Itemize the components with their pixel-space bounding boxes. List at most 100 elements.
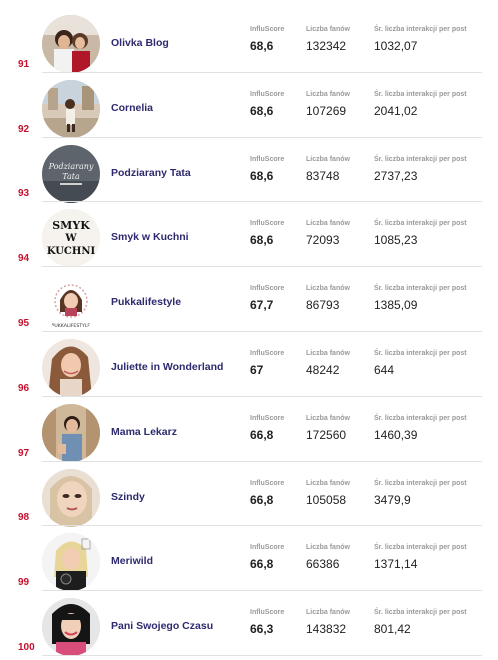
influencer-name-link[interactable]: Cornelia: [111, 101, 154, 114]
fans-value: 107269: [306, 103, 347, 118]
row-divider: [42, 525, 482, 527]
juliette-avatar[interactable]: [42, 339, 100, 397]
ranking-row: 99 Meriwild InfluScore Liczba fanów Śr. licz…: [0, 526, 498, 592]
fans-label: Liczba fanów: [306, 285, 350, 293]
fans-value: 172560: [306, 427, 347, 442]
influencer-name-link[interactable]: Mama Lekarz: [111, 425, 177, 438]
fans-label: Liczba fanów: [306, 609, 350, 617]
interactions-label: Śr. liczba interakcji per post: [374, 479, 467, 487]
fans-label: Liczba fanów: [306, 414, 350, 422]
fans-value: 48242: [306, 363, 340, 377]
influscore-value: 67,7: [250, 298, 274, 313]
row-divider: [42, 654, 482, 656]
pani-swojego-czasu-avatar[interactable]: [42, 598, 100, 657]
ranking-row: 94 SMYK W KUCHNI Smyk w Kuchni InfluScore Licz…: [0, 202, 498, 268]
fans-value: 86793: [306, 298, 340, 313]
avatar-logo-line-3: KUCHNI: [47, 246, 96, 257]
ranking-row: 97 Mama Lekarz InfluScore Liczba fanów Śr. l…: [0, 397, 498, 462]
interactions-label: Śr. liczba interakcji per post: [374, 609, 467, 617]
row-divider: [42, 266, 482, 268]
ranking-row: 98 Szindy InfluScore Liczba fanów Śr. liczba…: [0, 462, 498, 527]
influscore-value: 66,3: [250, 622, 274, 637]
ranking-row: 95 PUKKALIFESTYLE Pukkalifestyle InfluScore…: [0, 267, 498, 333]
avatar-script-line-1: Podziarany: [48, 162, 94, 171]
interactions-label: Śr. liczba interakcji per post: [374, 285, 467, 293]
interactions-label: Śr. liczba interakcji per post: [374, 26, 467, 33]
influscore-label: InfluScore: [250, 414, 285, 422]
influencer-name-link[interactable]: Olivka Blog: [111, 37, 169, 49]
fans-label: Liczba fanów: [306, 26, 350, 33]
interactions-value: 2737,23: [374, 168, 418, 183]
row-divider: [42, 136, 482, 138]
interactions-label: Śr. liczba interakcji per post: [374, 544, 467, 552]
interactions-value: 1032,07: [374, 39, 418, 53]
influscore-value: 68,6: [250, 233, 274, 248]
rank-number: 97: [18, 447, 30, 459]
influscore-label: InfluScore: [250, 544, 285, 552]
ranking-row: 100 Pani Swojego Czasu InfluScore Liczba fa…: [0, 591, 498, 657]
influscore-value: 66,8: [250, 492, 274, 507]
influencer-name-link[interactable]: Szindy: [111, 490, 145, 503]
smyk-w-kuchni-avatar[interactable]: SMYK W KUCHNI: [42, 209, 100, 268]
interactions-value: 1085,23: [374, 233, 418, 248]
interactions-label: Śr. liczba interakcji per post: [374, 350, 467, 357]
fans-value: 143832: [306, 622, 347, 637]
cornelia-avatar[interactable]: [42, 79, 100, 138]
influscore-label: InfluScore: [250, 26, 285, 33]
pukkalifestyle-avatar[interactable]: PUKKALIFESTYLE: [42, 274, 100, 333]
interactions-value: 3479,9: [374, 492, 411, 507]
szindy-avatar[interactable]: [42, 468, 100, 527]
avatar-logo-text: PUKKALIFESTYLE: [52, 323, 91, 329]
interactions-label: Śr. liczba interakcji per post: [374, 414, 467, 422]
influscore-value: 68,6: [250, 103, 274, 118]
influscore-value: 67: [250, 363, 264, 377]
interactions-value: 1460,39: [374, 427, 418, 442]
meriwild-avatar[interactable]: [42, 533, 100, 592]
ranking-row: 96 Juliette in Wonderland InfluScore Liczba…: [0, 332, 498, 397]
fans-value: 132342: [306, 39, 347, 53]
fans-value: 66386: [306, 557, 340, 572]
interactions-value: 801,42: [374, 622, 411, 637]
influencer-name-link[interactable]: Pukkalifestyle: [111, 296, 182, 309]
influscore-value: 68,6: [250, 168, 274, 183]
influencer-name-link[interactable]: Meriwild: [111, 555, 154, 568]
rank-number: 94: [18, 253, 30, 265]
rank-number: 96: [18, 382, 30, 394]
interactions-label: Śr. liczba interakcji per post: [374, 155, 467, 163]
rank-number: 92: [18, 123, 30, 135]
influscore-label: InfluScore: [250, 609, 285, 617]
interactions-label: Śr. liczba interakcji per post: [374, 90, 467, 98]
influscore-value: 68,6: [250, 39, 274, 53]
influscore-label: InfluScore: [250, 350, 285, 357]
olivka-blog-avatar[interactable]: [42, 15, 100, 73]
mama-lekarz-avatar[interactable]: [42, 403, 100, 462]
rank-number: 98: [18, 512, 30, 524]
row-divider: [42, 330, 482, 332]
fans-value: 105058: [306, 492, 347, 507]
influencer-name-link[interactable]: Smyk w Kuchni: [111, 231, 189, 244]
influscore-label: InfluScore: [250, 220, 285, 228]
influencer-name-link[interactable]: Podziarany Tata: [111, 166, 191, 179]
fans-label: Liczba fanów: [306, 479, 350, 487]
influencer-name-link[interactable]: Juliette in Wonderland: [111, 361, 224, 373]
interactions-value: 1371,14: [374, 557, 418, 572]
interactions-value: 2041,02: [374, 103, 418, 118]
fans-label: Liczba fanów: [306, 90, 350, 98]
interactions-label: Śr. liczba interakcji per post: [374, 220, 467, 228]
interactions-value: 1385,09: [374, 298, 418, 313]
podziarany-tata-avatar[interactable]: Podziarany Tata: [42, 144, 100, 203]
fans-label: Liczba fanów: [306, 544, 350, 552]
influscore-value: 66,8: [250, 427, 274, 442]
row-divider: [42, 460, 482, 462]
rank-number: 93: [18, 188, 30, 200]
interactions-value: 644: [374, 363, 395, 377]
fans-label: Liczba fanów: [306, 155, 350, 163]
influencer-name-link[interactable]: Pani Swojego Czasu: [111, 620, 214, 633]
rank-number: 91: [18, 58, 30, 70]
influscore-label: InfluScore: [250, 90, 285, 98]
fans-label: Liczba fanów: [306, 220, 350, 228]
avatar-logo-line-2: W: [64, 233, 77, 244]
ranking-row: 93 Podziarany Tata Podziarany Tata InfluScor…: [0, 138, 498, 203]
rank-number: 95: [18, 317, 30, 329]
row-divider: [42, 201, 482, 203]
